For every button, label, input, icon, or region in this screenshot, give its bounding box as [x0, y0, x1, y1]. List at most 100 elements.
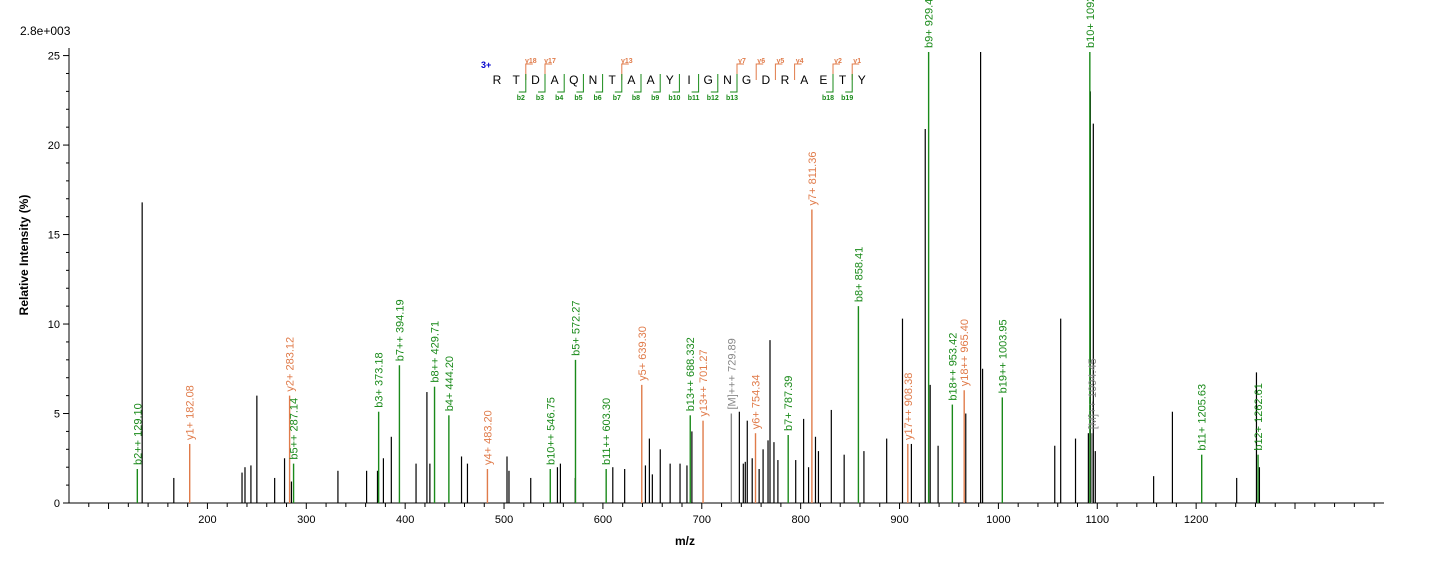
x-tick-label: 1100: [1085, 514, 1109, 526]
b-ion-bracket: [538, 74, 546, 93]
peak-labels: b2++ 129.10 y1+ 182.08 y2+ 283.12 b5++ 287.…: [132, 0, 1265, 465]
sequence-residue: Y: [858, 73, 866, 87]
peak-label: b9+ 929.43: [924, 0, 936, 48]
x-tick-label: 1200: [1184, 514, 1208, 526]
peak-label: y5+ 639.30: [637, 326, 649, 381]
sequence-residue: D: [531, 73, 540, 87]
sequence-residue: T: [609, 73, 617, 87]
peak-label: b10++ 546.75: [545, 397, 557, 465]
sequence-residue: R: [781, 73, 790, 87]
b-ion-label: b6: [594, 95, 602, 102]
peak-label: b5++ 287.14: [289, 398, 301, 460]
y-ion-label: y1: [853, 58, 861, 65]
sequence-residue: I: [687, 73, 690, 87]
y-axis-title: Relative Intensity (%): [17, 195, 31, 316]
x-tick-label: 500: [495, 514, 513, 526]
sequence-residue: G: [742, 73, 751, 87]
b-ion-bracket: [518, 74, 527, 93]
peak-label: b8+ 858.41: [853, 247, 865, 302]
intensity-scale-label: 2.8e+003: [20, 24, 71, 38]
b-ion-label: b3: [536, 95, 544, 102]
y-ion-label: y4: [796, 58, 804, 65]
peaks: [136, 52, 1261, 503]
x-axis-title: m/z: [675, 534, 695, 548]
peak-label: y13++ 701.27: [698, 349, 710, 416]
peak-label: y18++ 965.40: [959, 319, 971, 386]
peak-label: [M]+++ 729.89: [726, 338, 738, 409]
x-tick-label: 300: [297, 514, 315, 526]
y-ion-bracket: [774, 63, 783, 80]
y-ion-bracket: [755, 63, 764, 80]
peak-label: b18++ 953.42: [947, 333, 959, 401]
sequence-residue: Y: [666, 73, 674, 87]
y-ion-label: y17: [544, 58, 556, 65]
b-ion-label: b18: [822, 95, 834, 102]
peak-label: b11++ 603.30: [601, 398, 613, 465]
b-ion-bracket: [826, 74, 834, 93]
sequence-residue: A: [551, 73, 559, 87]
b-ion-label: b11: [688, 95, 700, 102]
b-ion-label: b8: [632, 95, 640, 102]
b-ion-label: b9: [651, 95, 659, 102]
charge-state-label: 3+: [481, 60, 491, 70]
peak-label: y7+ 811.36: [807, 152, 819, 206]
axes: 200 300 400 500 600 700 800 900 1000 1100 1200 0 5 10…: [48, 48, 1384, 526]
y-tick-label: 0: [54, 498, 60, 510]
b-ion-bracket: [595, 74, 604, 93]
peak-label: b11+ 1205.63: [1197, 384, 1209, 451]
y-tick-label: 10: [48, 319, 60, 331]
b-ion-label: b12: [707, 95, 719, 102]
b-ion-bracket: [691, 74, 700, 93]
sequence-residue: T: [839, 73, 847, 87]
sequence-residue: Q: [569, 73, 578, 87]
peak-label: [M]++ 1094.45: [1087, 358, 1099, 429]
peak-label: b10+ 1092.48: [1085, 0, 1097, 48]
y-tick-label: 20: [48, 140, 60, 152]
sequence-residue: D: [761, 73, 770, 87]
x-tick-label: 400: [396, 514, 414, 526]
peak-label: b13++ 688.332: [685, 337, 697, 411]
peak-label: b7++ 394.19: [394, 299, 406, 361]
y-ion-label: y5: [777, 58, 785, 65]
b-ion-label: b7: [613, 95, 621, 102]
peak-label: b12+ 1262.61: [1253, 383, 1265, 451]
b-ion-bracket: [845, 74, 853, 93]
y-ion-bracket: [794, 63, 802, 80]
b-ion-bracket: [730, 74, 738, 93]
b-ion-bracket: [557, 74, 565, 93]
sequence-residue: A: [647, 73, 655, 87]
y-ion-label: y18: [525, 58, 537, 65]
b-ion-label: b13: [726, 95, 738, 102]
peak-label: b8++ 429.71: [430, 321, 442, 383]
y-tick-label: 5: [54, 409, 60, 421]
b-ion-label: b5: [574, 95, 582, 102]
peak-label: b4+ 444.20: [444, 356, 456, 411]
sequence-residue: R: [493, 73, 502, 87]
peak-label: b7+ 787.39: [783, 376, 795, 431]
x-tick-label: 800: [791, 514, 809, 526]
b-ion-bracket: [672, 74, 680, 93]
peak-label: y4+ 483.20: [482, 410, 494, 465]
x-tick-label: 1000: [986, 514, 1010, 526]
peak-label: b5+ 572.27: [570, 300, 582, 355]
y-tick-label: 15: [48, 230, 60, 242]
sequence-residue: G: [704, 73, 713, 87]
sequence-residue: T: [513, 73, 521, 87]
peak-label: y2+ 283.12: [285, 337, 297, 392]
peak-label: b3+ 373.18: [374, 352, 386, 407]
peak-label: y1+ 182.08: [185, 385, 197, 440]
b-ion-bracket: [710, 74, 719, 93]
b-ion-bracket: [576, 74, 584, 93]
x-tick-label: 700: [693, 514, 711, 526]
y-tick-label: 25: [48, 51, 60, 63]
b-ion-label: b10: [668, 95, 680, 102]
peak-label: y6+ 754.34: [751, 374, 763, 429]
x-tick-label: 200: [198, 514, 216, 526]
y-ion-label: y6: [757, 58, 765, 65]
y-ion-label: y2: [834, 58, 842, 65]
sequence-residue: E: [819, 73, 827, 87]
b-ion-bracket: [653, 74, 661, 93]
sequence-residue: A: [800, 73, 808, 87]
